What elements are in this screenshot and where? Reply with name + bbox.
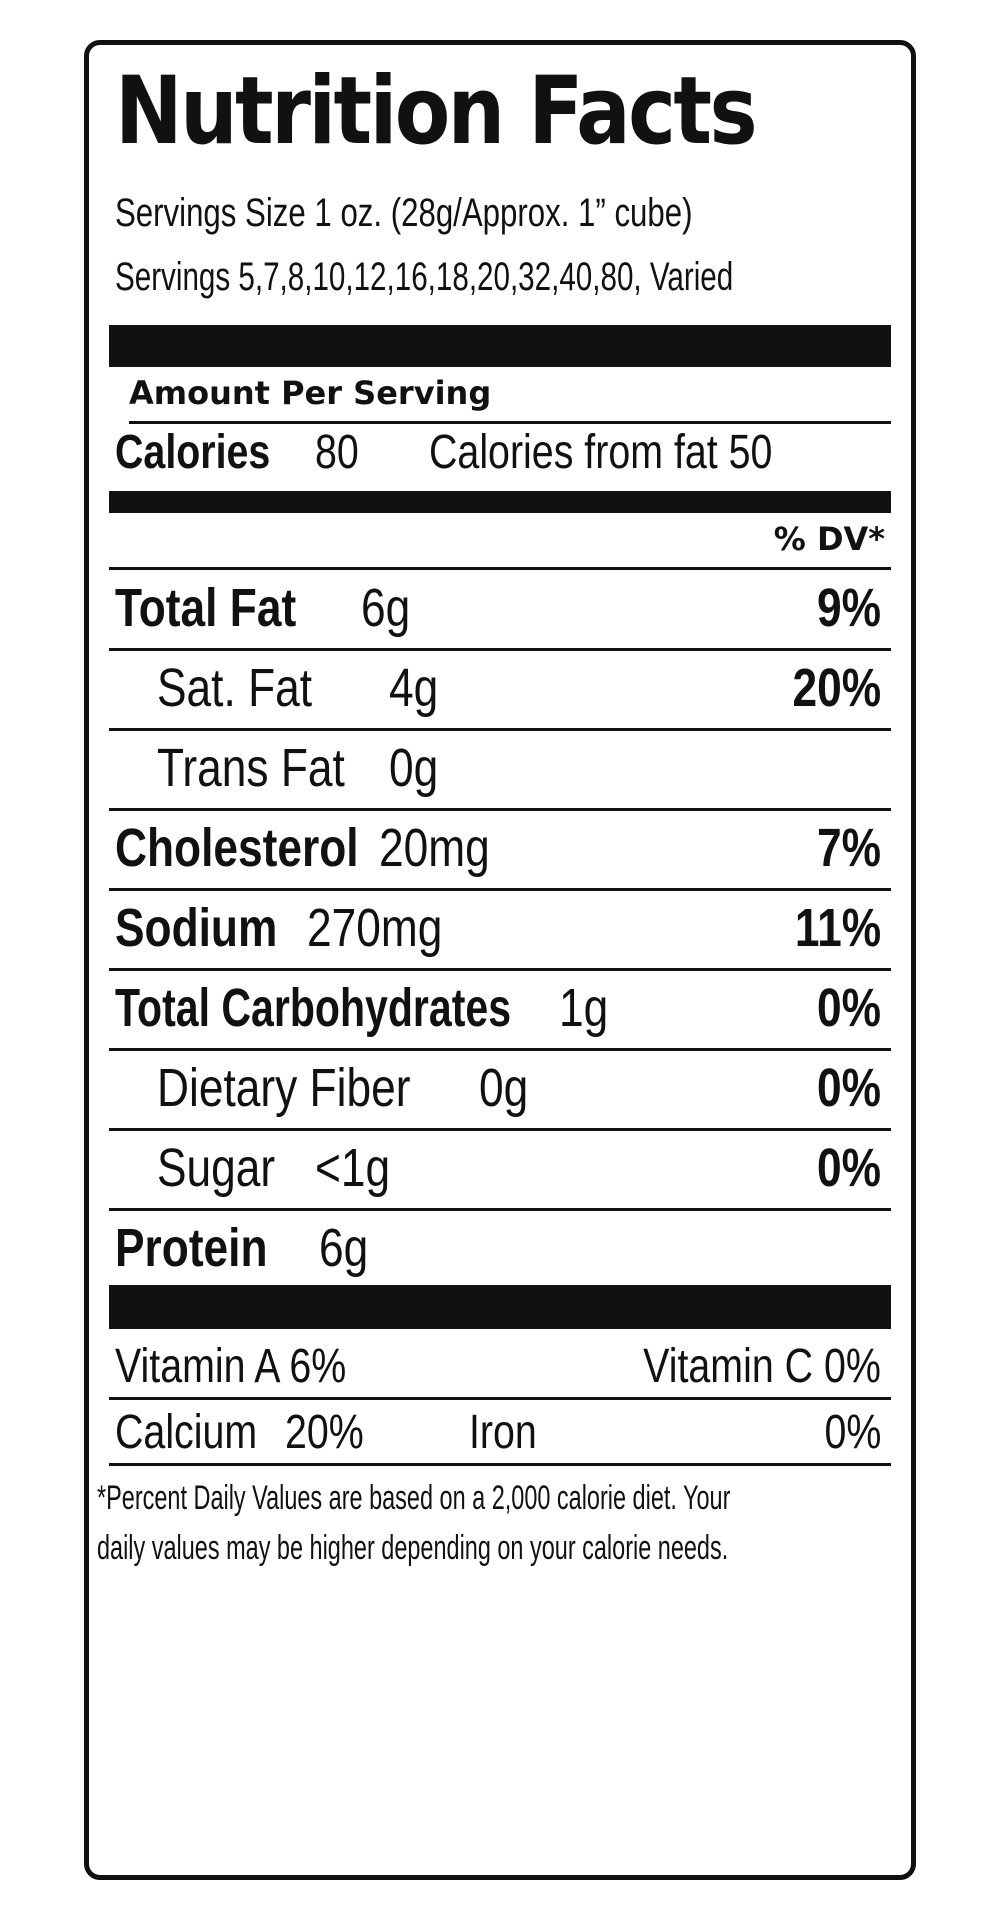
rule-total-fat [109,648,891,651]
nutrient-amount-protein: 6g [319,1218,369,1278]
nutrient-dv-total-carbohydrates: 0% [817,978,881,1038]
nutrient-dv-sat-fat: 20% [792,658,881,718]
rule-cholesterol [109,888,891,891]
nutrient-name-sugar: Sugar [157,1138,276,1198]
nutrient-dv-sugar: 0% [817,1138,881,1198]
iron-name: Iron [469,1406,537,1459]
nutrient-name-total-fat: Total Fat [115,578,297,638]
vitamin-a: Vitamin A 6% [115,1340,347,1393]
nutrient-name-protein: Protein [115,1218,268,1278]
daily-value-header: % DV* [773,520,885,558]
thick-divider-top [109,325,891,367]
footnote-line-2: daily values may be higher depending on … [97,1529,729,1567]
calories-label: Calories [115,426,271,479]
rule-sodium [109,968,891,971]
nutrient-dv-total-fat: 9% [817,578,881,638]
nutrient-name-sodium: Sodium [115,898,278,958]
rule-total-carbohydrates [109,1048,891,1051]
nutrient-amount-sodium: 270mg [307,898,443,958]
nutrient-amount-total-carbohydrates: 1g [559,978,609,1038]
vitamin-c: Vitamin C 0% [643,1340,881,1393]
rule-dietary-fiber [109,1128,891,1131]
nutrient-name-cholesterol: Cholesterol [115,818,359,878]
calories-from-fat: Calories from fat 50 [429,426,773,479]
iron-value: 0% [824,1406,881,1459]
nutrient-amount-trans-fat: 0g [389,738,439,798]
nutrient-amount-cholesterol: 20mg [379,818,490,878]
nutrient-amount-sugar: <1g [315,1138,391,1198]
rule-vitamins [109,1397,891,1400]
nutrient-name-trans-fat: Trans Fat [157,738,345,798]
rule-dv [109,567,891,570]
nutrient-dv-cholesterol: 7% [817,818,881,878]
nutrient-amount-sat-fat: 4g [389,658,439,718]
rule-sat-fat [109,728,891,731]
rule-trans-fat [109,808,891,811]
footnote-line-1: *Percent Daily Values are based on a 2,0… [97,1479,731,1517]
nutrient-name-dietary-fiber: Dietary Fiber [157,1058,411,1118]
nutrient-amount-total-fat: 6g [361,578,411,638]
nutrient-name-total-carbohydrates: Total Carbohydrates [115,978,512,1038]
amount-per-serving: Amount Per Serving [129,374,492,412]
label-title: Nutrition Facts [115,57,758,166]
medium-divider [109,491,891,513]
nutrient-dv-sodium: 11% [794,898,881,958]
servings-per-container: Servings 5,7,8,10,12,16,18,20,32,40,80, … [115,255,734,299]
calories-value: 80 [315,426,359,479]
nutrient-amount-dietary-fiber: 0g [479,1058,529,1118]
calcium-value: 20% [285,1406,364,1459]
serving-size: Servings Size 1 oz. (28g/Approx. 1” cube… [115,191,693,235]
nutrient-dv-dietary-fiber: 0% [817,1058,881,1118]
calcium-name: Calcium [115,1406,258,1459]
rule-minerals [109,1463,891,1466]
thick-divider-bottom [109,1285,891,1329]
nutrient-name-sat-fat: Sat. Fat [157,658,313,718]
nutrition-facts-label: Nutrition Facts Servings Size 1 oz. (28g… [84,40,916,1880]
rule-sugar [109,1208,891,1211]
rule-amount [129,421,891,424]
